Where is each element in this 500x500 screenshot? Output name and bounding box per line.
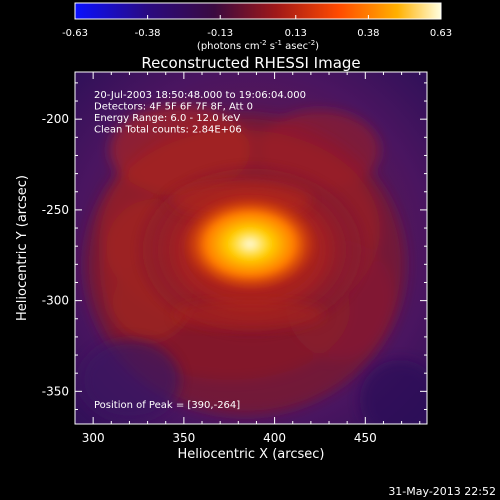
y-tick-label: -300 xyxy=(42,294,69,308)
info-text-block: 20-Jul-2003 18:50:48.000 to 19:06:04.000… xyxy=(94,90,306,136)
colorbar-gradient xyxy=(74,2,442,20)
colorbar-tick-label: 0.63 xyxy=(430,28,452,39)
x-axis-label: Heliocentric X (arcsec) xyxy=(178,447,325,462)
colorbar-tick-label: 0.13 xyxy=(285,28,307,39)
info-line: Detectors: 4F 5F 6F 7F 8F, Att 0 xyxy=(94,102,253,113)
timestamp: 31-May-2013 22:52 xyxy=(388,485,496,498)
chart-title: Reconstructed RHESSI Image xyxy=(141,54,360,72)
peak-position-label: Position of Peak = [390,-264] xyxy=(94,400,240,411)
info-line: Clean Total counts: 2.84E+06 xyxy=(94,125,242,136)
y-axis-label: Heliocentric Y (arcsec) xyxy=(15,175,30,321)
y-tick-label: -350 xyxy=(42,384,69,398)
colorbar-tick-label: -0.13 xyxy=(207,28,233,39)
colorbar-tick-label: -0.63 xyxy=(62,28,88,39)
colorbar-tick-label: 0.38 xyxy=(357,28,379,39)
colorbar-units-label: (photons cm-2 s-1 asec-2) xyxy=(197,39,319,52)
x-tick-label: 400 xyxy=(263,431,286,445)
colorbar-tick-labels: -0.63 -0.38 -0.13 0.13 0.38 0.63 xyxy=(62,28,452,39)
peak-source xyxy=(182,196,318,292)
heatmap-image xyxy=(75,72,427,424)
y-tick-label: -250 xyxy=(42,203,69,217)
info-line: 20-Jul-2003 18:50:48.000 to 19:06:04.000 xyxy=(94,90,306,101)
y-tick-label: -200 xyxy=(42,112,69,126)
colorbar-tick-label: -0.38 xyxy=(135,28,161,39)
plot-frame xyxy=(74,71,428,425)
info-line: Energy Range: 6.0 - 12.0 keV xyxy=(94,113,240,124)
x-axis-ticks: 300 350 400 450 xyxy=(82,72,421,445)
colorbar: -0.63 -0.38 -0.13 0.13 0.38 0.63 (photons cm-… xyxy=(62,2,452,52)
y-axis-ticks: -200 -250 -300 -350 xyxy=(42,82,427,410)
x-tick-label: 300 xyxy=(82,431,105,445)
colorbar-ticks xyxy=(74,15,442,19)
x-tick-label: 450 xyxy=(354,431,377,445)
x-tick-label: 350 xyxy=(172,431,195,445)
